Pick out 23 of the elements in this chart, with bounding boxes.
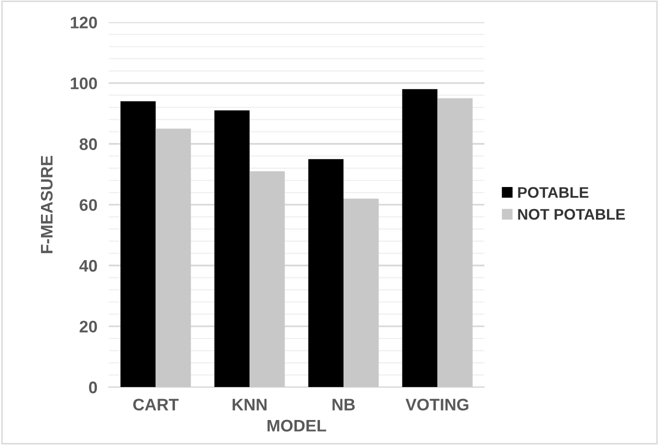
x-tick-label: VOTING bbox=[406, 398, 468, 411]
x-tick-label: CART bbox=[133, 398, 179, 411]
bar bbox=[120, 101, 156, 388]
bar bbox=[308, 159, 344, 388]
bar bbox=[156, 128, 191, 388]
y-tick-label: 0 bbox=[89, 382, 97, 394]
x-tick-label: NB bbox=[332, 398, 355, 410]
x-axis-title: MODEL bbox=[268, 420, 326, 432]
y-tick-label: 20 bbox=[80, 320, 97, 333]
legend-label: POTABLE bbox=[518, 187, 588, 198]
y-tick-label: 100 bbox=[70, 77, 97, 90]
bar bbox=[214, 110, 250, 388]
legend-label: NOT POTABLE bbox=[518, 208, 625, 220]
y-tick-label: 120 bbox=[70, 16, 97, 28]
y-tick-label: 60 bbox=[80, 199, 97, 211]
bar bbox=[402, 89, 438, 388]
y-tick-label: 40 bbox=[79, 260, 97, 272]
y-tick-label: 80 bbox=[80, 138, 97, 150]
x-tick-label: KNN bbox=[232, 398, 267, 410]
bar bbox=[344, 198, 379, 388]
bar bbox=[437, 98, 473, 388]
y-axis-title: F-MEASURE bbox=[40, 156, 53, 254]
bar bbox=[250, 171, 285, 388]
